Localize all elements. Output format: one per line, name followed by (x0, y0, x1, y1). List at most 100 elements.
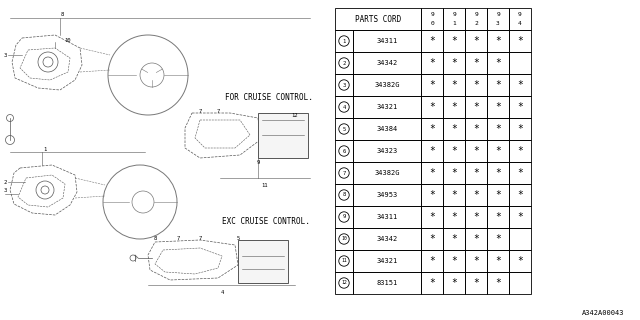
Bar (335, 162, 353, 184)
Bar (487, 250, 509, 272)
Text: *: * (451, 168, 457, 178)
Text: *: * (429, 80, 435, 90)
Bar (509, 118, 531, 140)
Bar (353, 184, 421, 206)
Bar (335, 118, 353, 140)
Text: A342A00043: A342A00043 (582, 310, 624, 316)
Text: *: * (429, 212, 435, 222)
Text: 7: 7 (198, 236, 202, 241)
Text: *: * (473, 190, 479, 200)
Text: 34953: 34953 (376, 192, 397, 198)
Bar (335, 272, 353, 294)
Text: 7: 7 (342, 171, 346, 175)
Bar (421, 162, 443, 184)
Bar (465, 140, 487, 162)
Text: *: * (451, 256, 457, 266)
Text: *: * (473, 102, 479, 112)
Text: *: * (451, 58, 457, 68)
Bar (353, 206, 421, 228)
Text: *: * (517, 190, 523, 200)
Text: 9: 9 (430, 12, 434, 17)
Bar (465, 96, 487, 118)
Text: 4: 4 (518, 21, 522, 26)
Text: 11: 11 (262, 182, 268, 188)
Text: 34321: 34321 (376, 258, 397, 264)
Text: *: * (473, 256, 479, 266)
Text: *: * (429, 234, 435, 244)
Text: *: * (517, 146, 523, 156)
Bar (421, 140, 443, 162)
Text: 8: 8 (342, 193, 346, 197)
Text: *: * (495, 278, 501, 288)
Text: PARTS CORD: PARTS CORD (355, 14, 401, 23)
Text: 4: 4 (220, 291, 223, 295)
Bar (353, 250, 421, 272)
Text: 3: 3 (342, 83, 346, 87)
Bar (353, 228, 421, 250)
Bar (258, 113, 308, 158)
Text: 3: 3 (496, 21, 500, 26)
Text: *: * (429, 102, 435, 112)
Text: 34323: 34323 (376, 148, 397, 154)
Bar (421, 250, 443, 272)
Text: FOR CRUISE CONTROL.: FOR CRUISE CONTROL. (225, 92, 313, 101)
Bar (465, 162, 487, 184)
Text: *: * (429, 58, 435, 68)
Bar (465, 250, 487, 272)
Bar (487, 96, 509, 118)
Bar (421, 96, 443, 118)
Bar (465, 74, 487, 96)
Text: *: * (473, 124, 479, 134)
Text: 7: 7 (177, 236, 180, 241)
Bar (509, 30, 531, 52)
Bar (353, 96, 421, 118)
Text: 83151: 83151 (376, 280, 397, 286)
Bar (421, 52, 443, 74)
Text: 1: 1 (452, 21, 456, 26)
Bar (509, 206, 531, 228)
Bar (335, 184, 353, 206)
Bar (509, 228, 531, 250)
Bar (353, 74, 421, 96)
Text: *: * (451, 102, 457, 112)
Text: 5: 5 (236, 236, 239, 241)
Text: *: * (473, 146, 479, 156)
Text: 34311: 34311 (376, 214, 397, 220)
Bar (487, 74, 509, 96)
Bar (443, 206, 465, 228)
Bar (335, 8, 421, 30)
Bar (443, 228, 465, 250)
Text: *: * (429, 168, 435, 178)
Text: *: * (451, 212, 457, 222)
Text: 0: 0 (430, 21, 434, 26)
Bar (443, 30, 465, 52)
Text: 7: 7 (198, 108, 202, 114)
Bar (487, 228, 509, 250)
Text: 3: 3 (3, 188, 6, 193)
Text: *: * (451, 234, 457, 244)
Bar (421, 118, 443, 140)
Bar (487, 184, 509, 206)
Text: *: * (451, 36, 457, 46)
Text: *: * (517, 124, 523, 134)
Text: 34321: 34321 (376, 104, 397, 110)
Bar (487, 162, 509, 184)
Bar (353, 52, 421, 74)
Text: *: * (473, 168, 479, 178)
Bar (335, 74, 353, 96)
Bar (509, 250, 531, 272)
Text: 1: 1 (44, 147, 47, 151)
Bar (353, 118, 421, 140)
Text: 3: 3 (3, 52, 6, 58)
Bar (465, 118, 487, 140)
Bar (509, 272, 531, 294)
Text: *: * (451, 278, 457, 288)
Text: *: * (495, 124, 501, 134)
Text: 9: 9 (518, 12, 522, 17)
Text: *: * (495, 256, 501, 266)
Text: 9: 9 (257, 159, 260, 164)
Bar (465, 228, 487, 250)
Bar (465, 30, 487, 52)
Text: 11: 11 (341, 259, 347, 263)
Text: *: * (495, 212, 501, 222)
